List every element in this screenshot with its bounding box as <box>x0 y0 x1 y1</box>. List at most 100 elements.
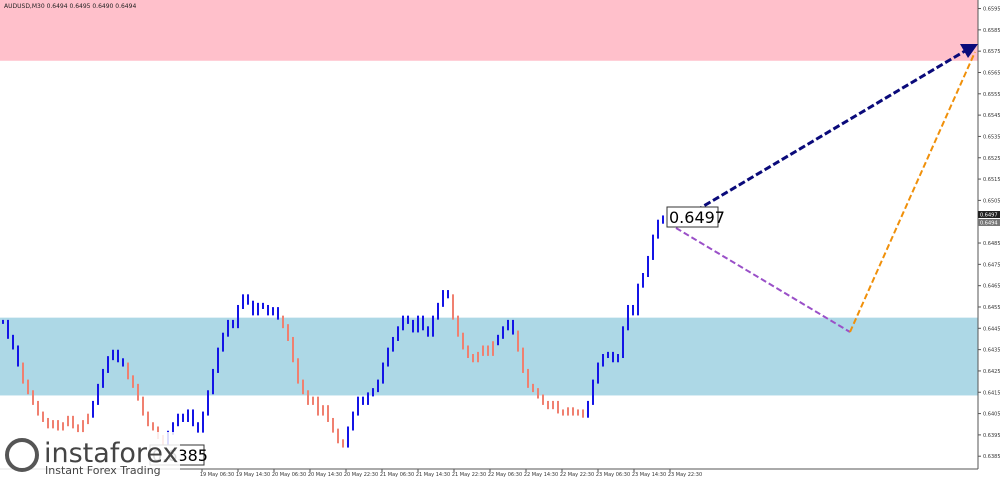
price-bar <box>277 307 279 320</box>
price-bar <box>652 234 654 260</box>
forecast-path <box>849 51 976 333</box>
logo-tagline: Instant Forex Trading <box>45 464 161 477</box>
y-tick-label: 0.6475 <box>983 262 1000 268</box>
arrow-head <box>960 44 978 58</box>
price-bar <box>387 347 389 367</box>
y-tick-label: 0.6525 <box>983 156 1000 162</box>
price-bar <box>142 396 144 416</box>
price-bar <box>202 411 204 433</box>
price-bar <box>207 390 209 416</box>
price-bar <box>112 349 114 361</box>
price-bar <box>597 362 599 384</box>
price-bar <box>347 426 349 448</box>
y-tick-label: 0.6535 <box>983 134 1000 140</box>
price-bar <box>467 345 469 359</box>
y-tick-label: 0.6595 <box>983 7 1000 13</box>
price-bar <box>417 315 419 333</box>
y-tick-label: 0.6445 <box>983 326 1000 332</box>
x-tick-label: 21 May 14:30 <box>416 472 450 478</box>
price-bar <box>372 388 374 397</box>
x-tick-label: 23 May 14:30 <box>632 472 666 478</box>
price-bar <box>572 407 574 416</box>
price-bar <box>72 415 74 429</box>
price-bar <box>567 407 569 416</box>
y-tick-label: 0.6395 <box>983 433 1000 439</box>
price-bar <box>132 375 134 388</box>
price-bar <box>362 396 364 405</box>
price-bar <box>152 422 154 431</box>
x-tick-label: 20 May 06:30 <box>272 472 306 478</box>
x-tick-label: 22 May 06:30 <box>488 472 522 478</box>
x-tick-label: 20 May 22:30 <box>344 472 378 478</box>
price-bar <box>432 315 434 337</box>
price-bar <box>212 368 214 395</box>
price-bar <box>612 351 614 363</box>
price-bar <box>497 334 499 346</box>
price-bar <box>7 319 9 339</box>
price-bar <box>122 358 124 367</box>
price-bar <box>662 215 664 224</box>
logo-name: instaforex <box>44 438 178 469</box>
price-bar <box>57 420 59 431</box>
price-bar <box>342 439 344 448</box>
price-bar <box>482 345 484 356</box>
price-bar <box>217 347 219 373</box>
price-bar <box>327 405 329 422</box>
logo-icon <box>5 438 39 472</box>
price-bar <box>357 396 359 416</box>
price-tag-box <box>978 211 1000 218</box>
price-bar <box>322 405 324 416</box>
price-bar <box>472 354 474 363</box>
x-tick-label: 21 May 06:30 <box>380 472 414 478</box>
price-bar <box>172 422 174 435</box>
price-bar <box>27 379 29 395</box>
price-bar <box>302 379 304 395</box>
x-tick-label: 21 May 22:30 <box>452 472 486 478</box>
price-bar <box>542 394 544 405</box>
price-bar <box>262 302 264 309</box>
price-bar <box>602 354 604 367</box>
price-bar <box>177 413 179 427</box>
price-bar <box>507 319 509 331</box>
price-bar <box>642 273 644 288</box>
price-annotation: 0.6497 <box>669 208 725 227</box>
price-bar <box>37 400 39 416</box>
price-tag: 0.6494 <box>980 221 998 227</box>
price-bar <box>377 379 379 393</box>
price-bar <box>17 345 19 367</box>
price-bar <box>147 411 149 427</box>
logo: instaforex Instant Forex Trading <box>0 432 180 478</box>
price-bar <box>187 409 189 422</box>
price-bar <box>447 290 449 299</box>
price-bar <box>102 368 104 388</box>
price-bar <box>477 351 479 363</box>
price-bar <box>182 413 184 422</box>
price-bar <box>427 326 429 337</box>
price-bar <box>307 390 309 405</box>
price-bar <box>312 396 314 405</box>
price-bar <box>2 319 4 324</box>
price-bar <box>272 307 274 316</box>
y-tick-label: 0.6385 <box>983 454 1000 460</box>
y-tick-label: 0.6585 <box>983 28 1000 34</box>
y-tick-label: 0.6515 <box>983 177 1000 183</box>
price-bar <box>627 304 629 331</box>
label-box <box>666 206 719 228</box>
price-bar <box>292 336 294 363</box>
price-bar <box>192 409 194 427</box>
x-tick-label: 23 May 06:30 <box>596 472 630 478</box>
price-bar <box>637 283 639 316</box>
price-bar <box>62 422 64 431</box>
price-bar <box>317 396 319 416</box>
price-bar <box>397 326 399 341</box>
price-bar <box>367 392 369 405</box>
price-bar <box>622 326 624 359</box>
price-bar <box>502 326 504 339</box>
y-tick-label: 0.6545 <box>983 113 1000 119</box>
price-tag: 0.6497 <box>980 213 998 219</box>
y-tick-label: 0.6405 <box>983 412 1000 418</box>
price-bar <box>527 368 529 388</box>
price-bar <box>632 304 634 316</box>
price-bar <box>82 420 84 433</box>
x-tick-label: 22 May 14:30 <box>524 472 558 478</box>
